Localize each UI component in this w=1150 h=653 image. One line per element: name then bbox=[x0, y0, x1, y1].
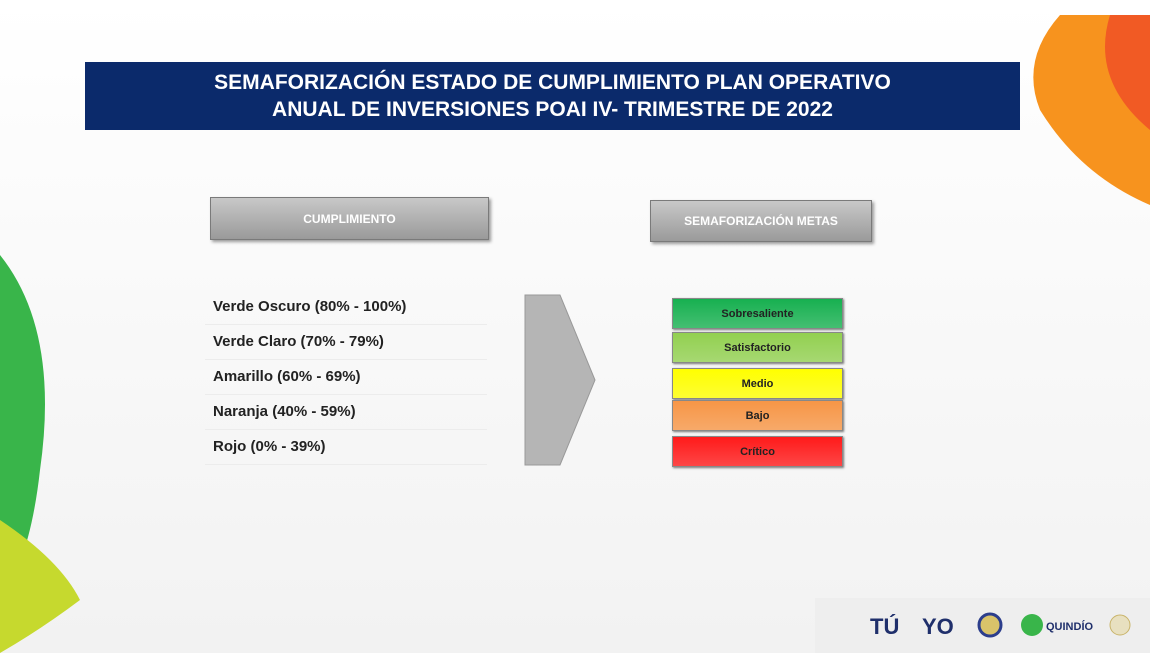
logo-seal-2 bbox=[1109, 614, 1131, 636]
logo-text: QUINDÍO bbox=[1046, 620, 1094, 633]
range-row: Rojo (0% - 39%) bbox=[205, 430, 487, 465]
green-shape bbox=[0, 255, 45, 600]
level-box: Crítico bbox=[672, 436, 843, 467]
orange-shape-dark bbox=[1105, 15, 1150, 130]
ranges-list: Verde Oscuro (80% - 100%) Verde Claro (70… bbox=[205, 290, 487, 465]
logo-quindio-icon bbox=[1021, 614, 1043, 636]
title-banner: SEMAFORIZACIÓN ESTADO DE CUMPLIMIENTO PL… bbox=[85, 62, 1020, 130]
level-box: Medio bbox=[672, 368, 843, 399]
range-row: Amarillo (60% - 69%) bbox=[205, 360, 487, 395]
right-header: SEMAFORIZACIÓN METAS bbox=[650, 200, 872, 242]
left-header: CUMPLIMIENTO bbox=[210, 197, 489, 240]
level-box: Satisfactorio bbox=[672, 332, 843, 363]
level-box: Sobresaliente bbox=[672, 298, 843, 329]
range-row: Verde Oscuro (80% - 100%) bbox=[205, 290, 487, 325]
arrow bbox=[524, 294, 596, 466]
level-box: Bajo bbox=[672, 400, 843, 431]
logo-seal bbox=[977, 612, 1003, 638]
lime-shape bbox=[0, 520, 80, 653]
title-line: SEMAFORIZACIÓN ESTADO DE CUMPLIMIENTO PL… bbox=[214, 71, 891, 94]
title-line: ANUAL DE INVERSIONES POAI IV- TRIMESTRE … bbox=[272, 98, 833, 121]
range-row: Naranja (40% - 59%) bbox=[205, 395, 487, 430]
logo-text: TÚ bbox=[870, 614, 899, 639]
range-row: Verde Claro (70% - 79%) bbox=[205, 325, 487, 360]
logo-text: YO bbox=[922, 614, 954, 639]
